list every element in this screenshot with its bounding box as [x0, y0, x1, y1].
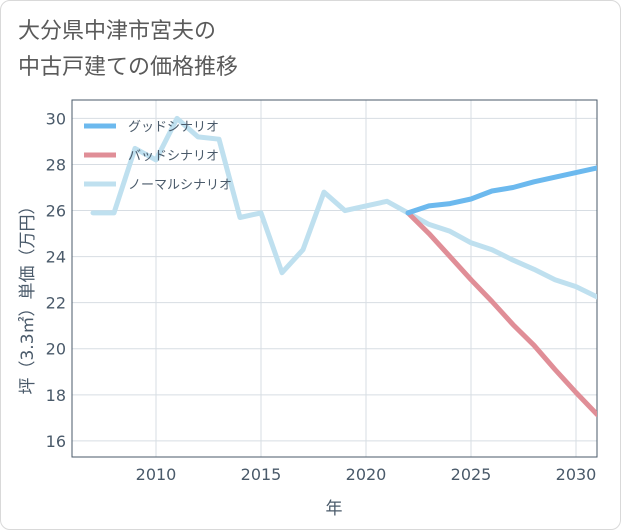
y-tick-label: 26	[46, 202, 66, 221]
title-line-2: 中古戸建ての価格推移	[18, 55, 239, 80]
y-axis-label: 坪（3.3㎡）単価（万円）	[18, 197, 38, 394]
x-tick-label: 2030	[556, 465, 597, 484]
legend-item-bad: バッドシナリオ	[84, 149, 219, 164]
legend-label: バッドシナリオ	[128, 149, 219, 164]
x-tick-label: 2015	[241, 465, 282, 484]
series-line-good	[405, 165, 597, 216]
x-tick-label: 2025	[451, 465, 492, 484]
series-line-normal	[90, 115, 597, 300]
x-tick-label: 2010	[136, 465, 177, 484]
tick-labels: 2010 2015 2020 2025 2030 16 18 20 22 24 26 28 30	[46, 109, 597, 484]
plot-border	[71, 99, 598, 458]
legend-label: ノーマルシナリオ	[128, 178, 232, 193]
series-line-bad	[405, 210, 597, 417]
legend-item-normal: ノーマルシナリオ	[84, 178, 232, 193]
series-layer	[90, 115, 597, 417]
legend-label: グッドシナリオ	[128, 120, 219, 135]
legend-item-good: グッドシナリオ	[84, 120, 219, 135]
chart-title: 大分県中津市宮夫の 中古戸建ての価格推移	[18, 14, 238, 86]
y-tick-label: 16	[46, 432, 66, 451]
y-tick-label: 22	[46, 294, 66, 313]
x-tick-label: 2020	[346, 465, 387, 484]
title-line-1: 大分県中津市宮夫の	[18, 19, 217, 44]
y-tick-label: 20	[46, 340, 66, 359]
x-axis-label: 年	[326, 499, 343, 519]
y-tick-label: 30	[46, 109, 66, 128]
y-tick-label: 24	[46, 248, 66, 267]
y-tick-label: 28	[46, 155, 66, 174]
y-tick-label: 18	[46, 386, 66, 405]
